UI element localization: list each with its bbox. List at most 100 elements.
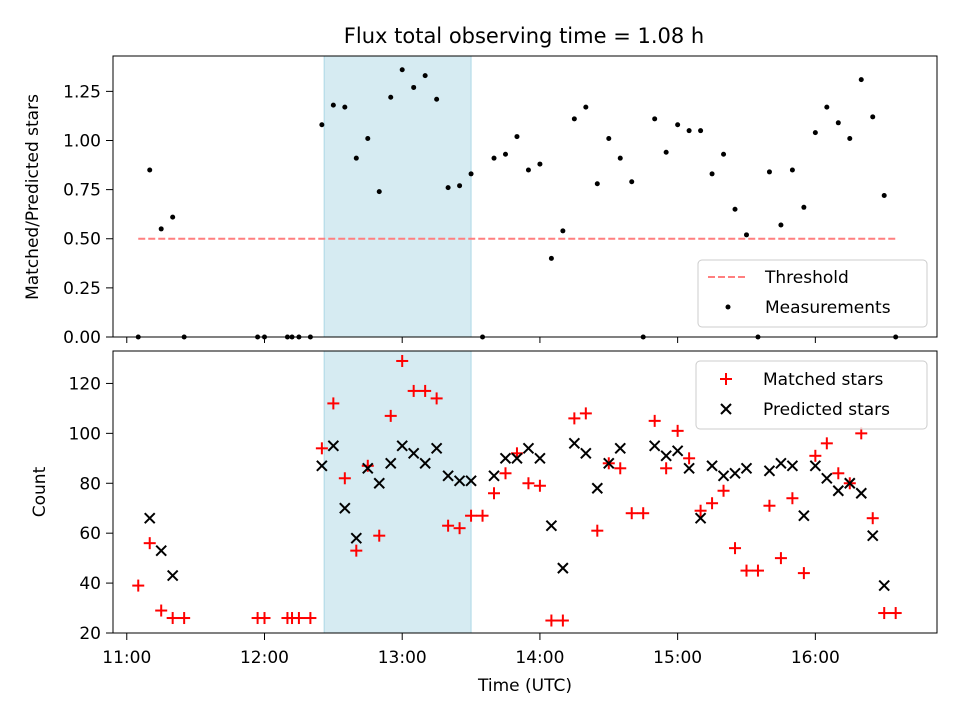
bottom-x-tick-label: 16:00 — [791, 648, 840, 668]
predicted-point-b — [729, 467, 741, 479]
matched-point — [155, 604, 168, 617]
measurement-point — [525, 167, 531, 173]
matched-point — [579, 407, 592, 420]
matched-point — [660, 462, 673, 475]
predicted-point-b — [568, 437, 581, 450]
measurement-point — [468, 171, 474, 177]
bottom-legend-box — [695, 360, 928, 430]
measurement-point — [858, 77, 864, 83]
predicted-point — [453, 475, 466, 487]
bottom-y-ticks: 20 40 60 80 100 120 — [69, 374, 113, 644]
predicted-point-b — [580, 447, 592, 460]
predicted-point-b — [316, 460, 328, 472]
predicted-point — [763, 465, 776, 477]
legend-measurements-label: Measurements — [765, 298, 891, 318]
matched-point — [694, 504, 707, 517]
predicted-point-b — [740, 462, 753, 474]
top-panel: 0.00 0.25 0.50 0.75 1.00 1.25 Matched/Predict… — [23, 55, 938, 348]
predicted-point — [603, 457, 615, 470]
top-y-tick-label: 0.50 — [63, 230, 101, 250]
predicted-point — [511, 452, 523, 465]
measurement-point — [686, 128, 692, 134]
matched-point — [166, 612, 179, 625]
measurement-point — [743, 232, 749, 238]
predicted-point — [419, 457, 431, 470]
measurement-point — [434, 96, 440, 102]
predicted-point-b — [614, 442, 626, 455]
measurement-point — [732, 206, 738, 212]
top-axes-frame — [112, 55, 938, 338]
predicted-point — [568, 437, 581, 450]
measurement-point — [835, 120, 841, 126]
matched-point — [143, 537, 156, 550]
bottom-x-tick-label: 12:00 — [240, 648, 289, 668]
predicted-point — [373, 477, 385, 489]
bottom-x-tick-label: 14:00 — [515, 648, 564, 668]
bottom-y-tick-label: 40 — [79, 574, 101, 594]
predicted-point-b — [775, 457, 787, 470]
matched-point — [476, 509, 489, 522]
legend-measurements-swatch — [725, 304, 731, 310]
top-y-tick-label: 1.00 — [63, 131, 101, 151]
matched-points-layer — [132, 354, 902, 627]
measurement-point — [353, 155, 359, 161]
predicted-point-b — [442, 470, 454, 482]
predicted-point — [798, 510, 810, 522]
measurement-point — [399, 67, 405, 73]
bottom-x-tick-label: 11:00 — [102, 648, 151, 668]
measurement-point — [502, 151, 508, 157]
predicted-point — [442, 470, 454, 482]
predicted-point-b — [660, 450, 672, 462]
predicted-point — [545, 519, 558, 532]
matched-point — [522, 477, 535, 490]
measurement-point — [330, 102, 336, 108]
top-y-axis-label: Matched/Predicted stars — [23, 94, 43, 300]
predicted-point — [878, 579, 890, 592]
predicted-point — [786, 460, 799, 472]
measurement-point — [537, 161, 543, 167]
matched-point — [809, 449, 822, 462]
matched-point — [407, 384, 420, 397]
predicted-point-b — [706, 460, 718, 472]
predicted-point-b — [534, 452, 546, 465]
top-y-tick-label: 0.75 — [63, 181, 101, 201]
measurement-point — [376, 189, 382, 195]
bottom-x-tick-label: 13:00 — [378, 648, 427, 668]
measurement-point — [514, 134, 520, 140]
measurement-point — [698, 128, 704, 134]
measurement-point — [170, 214, 176, 220]
predicted-point — [316, 460, 328, 472]
predicted-point — [362, 462, 374, 474]
matched-point — [729, 542, 742, 555]
matched-point — [740, 564, 753, 577]
measurement-point — [606, 136, 612, 142]
matched-point — [396, 354, 409, 367]
matched-point — [384, 409, 397, 422]
matched-point — [178, 612, 191, 625]
predicted-point-b — [339, 502, 351, 514]
bottom-highlight-span — [323, 350, 472, 634]
matched-point — [706, 497, 719, 510]
measurement-point — [663, 149, 669, 155]
predicted-point-b — [511, 452, 523, 465]
predicted-point — [855, 487, 867, 499]
matched-point — [683, 452, 696, 465]
predicted-point — [717, 470, 730, 482]
matched-point — [878, 607, 891, 620]
top-legend-box — [697, 259, 928, 328]
predicted-point — [648, 440, 661, 452]
predicted-point-b — [453, 475, 466, 487]
predicted-point — [867, 529, 879, 542]
matched-point — [465, 509, 478, 522]
matched-point — [820, 437, 833, 450]
matched-point — [763, 499, 776, 512]
measurement-point — [491, 155, 497, 161]
matched-point — [350, 544, 363, 557]
matched-point — [717, 484, 730, 497]
bottom-axes-frame — [112, 350, 938, 634]
bottom-y-tick-label: 80 — [79, 474, 101, 494]
top-highlight-span-layer — [323, 55, 472, 338]
bottom-x-tick-label: 15:00 — [653, 648, 702, 668]
measurement-point — [571, 116, 577, 122]
matched-point — [625, 507, 638, 520]
